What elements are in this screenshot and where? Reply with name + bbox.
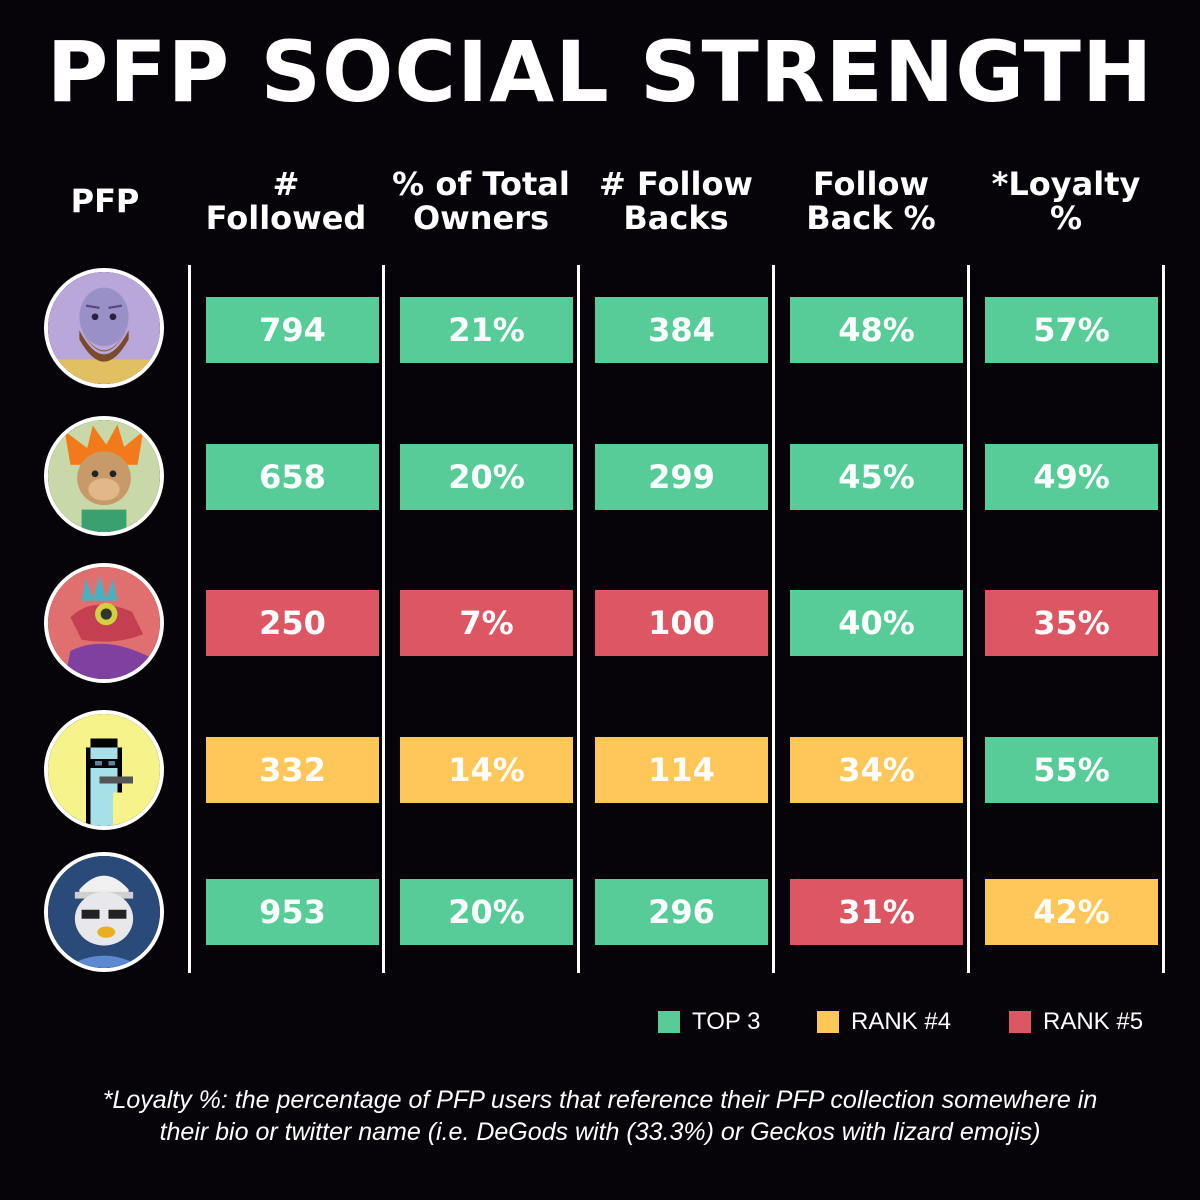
legend-item-top3: TOP 3 (658, 1008, 760, 1036)
footnote-line2: their bio or twitter name (i.e. DeGods w… (159, 1118, 1041, 1146)
cell-pct-owners: 20% (400, 879, 573, 945)
cell-loyalty-pct: 42% (985, 879, 1158, 945)
header-pct-owners-line1: % of Total (392, 165, 570, 203)
legend-swatch-rank5 (1009, 1011, 1031, 1033)
white-gorilla-avatar-icon (44, 852, 164, 972)
header-follow-backs: # Follow Backs (580, 166, 772, 236)
column-divider (1162, 265, 1165, 973)
cell-followed: 658 (206, 444, 379, 510)
cell-follow-back-pct: 34% (790, 737, 963, 803)
header-pct-owners: % of Total Owners (385, 166, 577, 236)
cell-follow-backs: 100 (595, 590, 768, 656)
orange-haired-ape-avatar-icon (44, 416, 164, 536)
header-pfp-line1: PFP (70, 182, 140, 220)
cell-pct-owners: 20% (400, 444, 573, 510)
legend-label-rank4: RANK #4 (851, 1008, 952, 1035)
pixel-punk-avatar-icon (44, 710, 164, 830)
legend-swatch-rank4 (817, 1011, 839, 1033)
cell-loyalty-pct: 49% (985, 444, 1158, 510)
column-divider (577, 265, 580, 973)
column-divider (967, 265, 970, 973)
page-title: PFP SOCIAL STRENGTH (46, 23, 1154, 121)
header-follow-back-pct-line1: Follow (812, 165, 930, 203)
cell-followed: 250 (206, 590, 379, 656)
cell-follow-backs: 299 (595, 444, 768, 510)
footnote-line1: *Loyalty %: the percentage of PFP users … (102, 1086, 1098, 1114)
legend-swatch-top3 (658, 1011, 680, 1033)
cell-follow-backs: 114 (595, 737, 768, 803)
column-divider (382, 265, 385, 973)
legend-label-rank5: RANK #5 (1043, 1008, 1144, 1035)
column-divider (772, 265, 775, 973)
cell-follow-backs: 296 (595, 879, 768, 945)
cell-follow-back-pct: 40% (790, 590, 963, 656)
cell-followed: 953 (206, 879, 379, 945)
header-loyalty-pct-line2: % (1049, 199, 1083, 237)
header-followed-line2: Followed (205, 199, 367, 237)
header-followed-line1: # (272, 165, 300, 203)
cell-follow-backs: 384 (595, 297, 768, 363)
column-divider (188, 265, 191, 973)
legend-item-rank5: RANK #5 (1009, 1008, 1143, 1036)
bald-bearded-man-avatar-icon (44, 268, 164, 388)
header-loyalty-pct: *Loyalty % (970, 166, 1162, 236)
footnote: *Loyalty %: the percentage of PFP users … (0, 1084, 1200, 1148)
cell-loyalty-pct: 55% (985, 737, 1158, 803)
red-lizard-gecko-avatar-icon (44, 563, 164, 683)
cell-follow-back-pct: 48% (790, 297, 963, 363)
header-follow-backs-line1: # Follow (599, 165, 753, 203)
cell-pct-owners: 21% (400, 297, 573, 363)
cell-pct-owners: 14% (400, 737, 573, 803)
header-loyalty-pct-line1: *Loyalty (991, 165, 1141, 203)
cell-loyalty-pct: 35% (985, 590, 1158, 656)
cell-follow-back-pct: 31% (790, 879, 963, 945)
header-follow-back-pct: Follow Back % (775, 166, 967, 236)
header-pct-owners-line2: Owners (412, 199, 550, 237)
header-pfp: PFP (40, 166, 170, 236)
cell-pct-owners: 7% (400, 590, 573, 656)
cell-loyalty-pct: 57% (985, 297, 1158, 363)
header-follow-back-pct-line2: Back % (806, 199, 936, 237)
legend-label-top3: TOP 3 (692, 1008, 761, 1035)
legend: TOP 3 RANK #4 RANK #5 (0, 1000, 1200, 1040)
header-followed: # Followed (190, 166, 382, 236)
legend-item-rank4: RANK #4 (817, 1008, 951, 1036)
cell-followed: 332 (206, 737, 379, 803)
cell-followed: 794 (206, 297, 379, 363)
cell-follow-back-pct: 45% (790, 444, 963, 510)
header-follow-backs-line2: Backs (623, 199, 729, 237)
